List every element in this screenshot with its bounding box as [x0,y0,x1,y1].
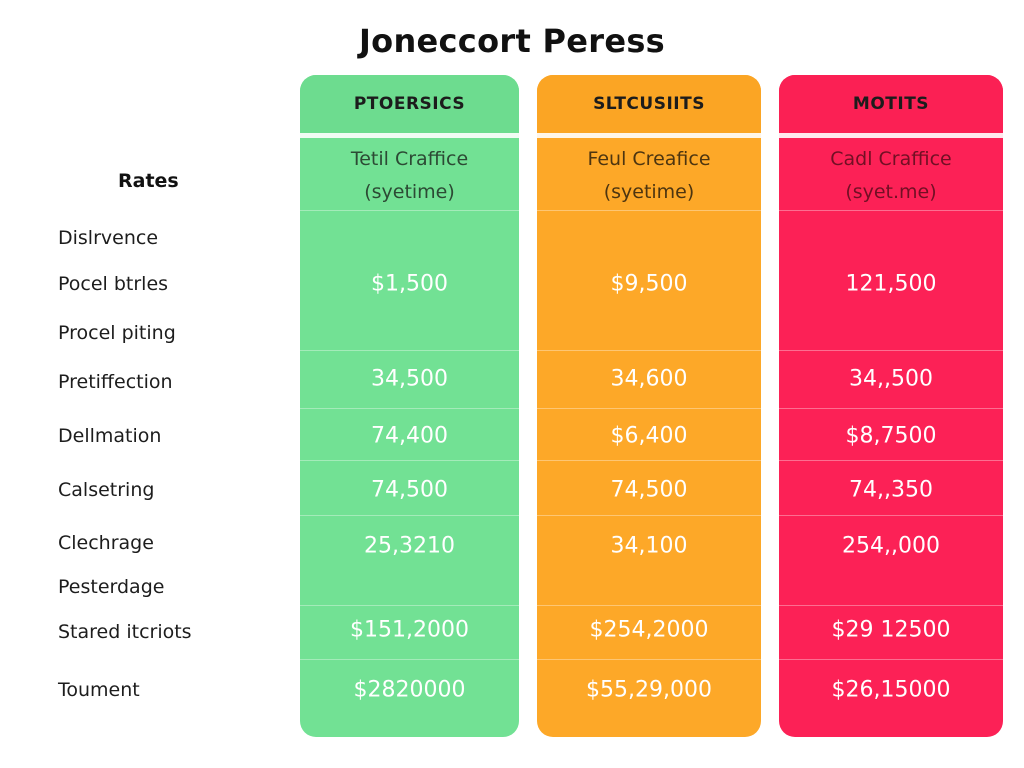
row-divider [300,515,519,516]
cell-value: $254,2000 [589,617,709,643]
row-divider [537,350,761,351]
cell-value: 34,500 [371,366,448,392]
cell-value: 25,3210 [364,533,455,559]
row-divider [779,408,1003,409]
cell-value: 74,500 [371,477,448,503]
row-label-calsetring: Calsetring [58,479,155,501]
row-label-clechrage: Clechrage [58,532,154,554]
cell-value: 254,,000 [842,533,940,559]
column-subtitle: Feul Creafice (syetime) [537,143,761,209]
row-divider [300,350,519,351]
row-divider [779,659,1003,660]
row-divider [537,460,761,461]
column-subtitle-line2: (syet.me) [845,181,937,203]
cell-value: 74,500 [610,477,688,503]
row-label-stared-itcriots: Stared itcriots [58,621,192,643]
row-divider [779,605,1003,606]
column-subtitle-line1: Feul Creafice [587,148,711,170]
column-subtitle: Tetil Craffice (syetime) [300,143,519,209]
row-divider [779,350,1003,351]
row-divider [300,408,519,409]
plan-column-sltcusiits: SLTCUSIITS Feul Creafice (syetime) $9,50… [537,75,761,737]
cell-value: $29 12500 [831,617,951,643]
row-label-pocel-btrles: Pocel btrles [58,273,169,295]
row-divider [779,210,1003,211]
cell-value: $8,7500 [845,423,937,449]
column-header: MOTITS [779,75,1003,138]
row-label-dislrvence: Dislrvence [58,227,159,249]
row-divider [779,515,1003,516]
column-subtitle-line2: (syetime) [603,181,695,203]
column-header: SLTCUSIITS [537,75,761,138]
row-divider [300,210,519,211]
plan-column-motits: MOTITS Cadl Craffice (syet.me) 121,500 3… [779,75,1003,737]
cell-value: 74,,350 [849,477,933,503]
column-subtitle: Cadl Craffice (syet.me) [779,143,1003,209]
column-subtitle-line1: Tetil Craffice [350,148,469,170]
cell-value: $55,29,000 [586,677,712,703]
row-divider [537,605,761,606]
column-subtitle-line1: Cadl Craffice [830,148,952,170]
cell-value: 34,600 [610,366,688,392]
rates-row-header: Rates [118,170,179,192]
page-title: Joneccort Peress [358,22,666,60]
cell-value: 34,100 [610,533,688,559]
cell-value: $2820000 [353,677,466,703]
row-label-pretiffection: Pretiffection [58,371,173,393]
plan-column-ptoersics: PTOERSICS Tetil Craffice (syetime) $1,50… [300,75,519,737]
row-divider [537,210,761,211]
row-label-dellmation: Dellmation [58,425,162,447]
cell-value: $6,400 [610,423,688,449]
column-subtitle-line2: (syetime) [364,181,455,203]
cell-value: $9,500 [610,271,688,297]
cell-value: $151,2000 [350,617,469,643]
cell-value: 34,,500 [849,366,933,392]
row-label-toument: Toument [58,679,140,701]
row-divider [300,605,519,606]
row-divider [779,460,1003,461]
cell-value: 121,500 [845,271,937,297]
row-divider [537,515,761,516]
cell-value: $1,500 [371,271,448,297]
row-divider [537,408,761,409]
cell-value: $26,15000 [831,677,951,703]
row-divider [537,659,761,660]
column-header: PTOERSICS [300,75,519,138]
row-divider [300,659,519,660]
row-label-procel-piting: Procel piting [58,322,176,344]
row-divider [300,460,519,461]
row-label-pesterdage: Pesterdage [58,576,165,598]
cell-value: 74,400 [371,423,448,449]
